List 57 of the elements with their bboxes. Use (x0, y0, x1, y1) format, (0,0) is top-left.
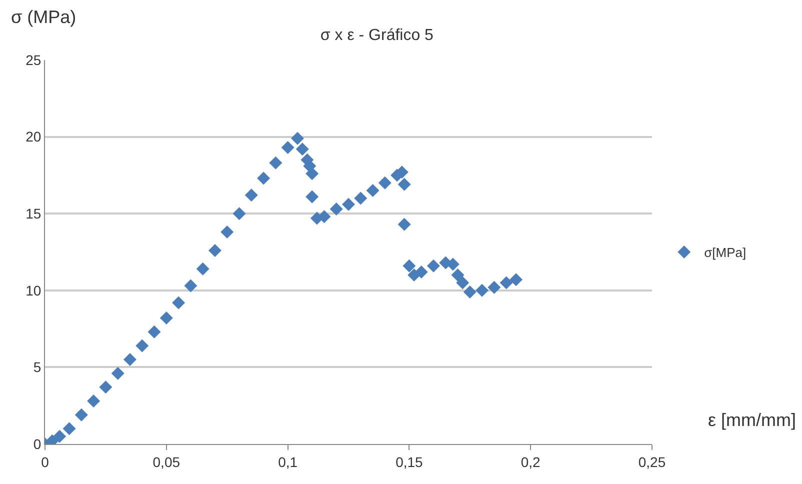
x-tick-label: 0,1 (278, 454, 298, 470)
point (74, 408, 88, 422)
point (398, 178, 411, 191)
point (184, 279, 198, 292)
point (62, 422, 76, 436)
point (488, 280, 501, 294)
chart-title: σ x ε - Gráfico 5 (320, 27, 434, 44)
y-tick-label: 25 (26, 52, 42, 68)
point (451, 268, 464, 282)
point (160, 312, 173, 325)
point (244, 188, 258, 202)
point (306, 167, 319, 180)
point (232, 207, 246, 220)
point (296, 142, 309, 156)
point (291, 132, 304, 145)
point (318, 210, 331, 224)
point (456, 276, 470, 290)
point (53, 430, 66, 443)
point (257, 172, 270, 185)
point (87, 394, 100, 408)
point (99, 380, 112, 394)
point (476, 284, 489, 297)
y-tick-label: 15 (26, 206, 42, 222)
point (123, 353, 136, 366)
point (398, 218, 411, 231)
point (354, 192, 368, 205)
point (500, 276, 513, 290)
y-tick-label: 10 (26, 282, 42, 298)
point (306, 190, 319, 204)
point (402, 259, 416, 272)
x-tick-label: 0,25 (638, 454, 666, 470)
y-tick-label: 5 (33, 359, 42, 376)
point (414, 265, 428, 278)
point (281, 141, 294, 154)
x-axis-title: ε [mm/mm] (708, 410, 796, 430)
point (269, 156, 282, 170)
y-axis-title: σ (MPa) (11, 7, 76, 27)
point (196, 262, 210, 276)
point (378, 176, 392, 190)
point (342, 198, 355, 211)
y-tick-label: 0 (33, 436, 42, 452)
point (510, 273, 523, 286)
point (172, 296, 186, 310)
point (330, 202, 343, 216)
point (136, 339, 149, 352)
point (220, 226, 234, 239)
y-tick-label: 20 (26, 128, 42, 145)
point (148, 325, 161, 338)
point (426, 259, 440, 272)
point (463, 285, 476, 298)
point (111, 366, 124, 380)
x-tick-label: 0,05 (152, 454, 180, 470)
x-tick-label: 0,2 (520, 454, 541, 470)
x-tick-label: 0,15 (396, 454, 424, 470)
point (208, 244, 222, 257)
legend-label: σ[MPa] (704, 245, 746, 260)
point (366, 184, 380, 198)
